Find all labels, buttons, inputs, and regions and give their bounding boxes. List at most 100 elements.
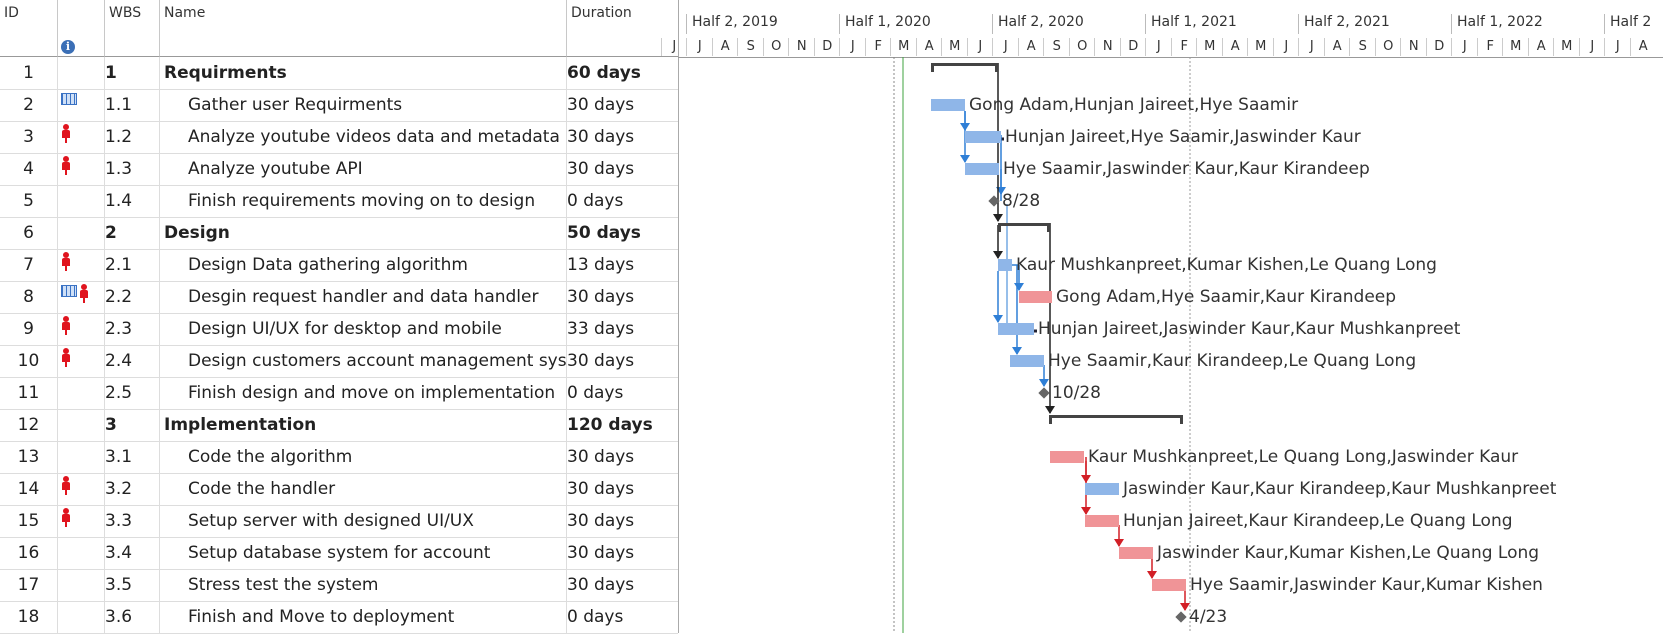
- table-row[interactable]: 3 1.2 Analyze youtube videos data and meta…: [0, 121, 678, 154]
- task-id-cell[interactable]: 1: [0, 57, 58, 89]
- task-duration-cell[interactable]: 30 days: [567, 447, 635, 467]
- task-duration-cell[interactable]: 30 days: [567, 479, 635, 499]
- task-name-cell[interactable]: Finish and Move to deployment: [160, 601, 567, 633]
- task-wbs-cell[interactable]: 2.4: [105, 345, 160, 377]
- summary-bar[interactable]: [998, 223, 1050, 232]
- table-row[interactable]: 16 3.4 Setup database system for account 30…: [0, 537, 678, 570]
- task-name-cell[interactable]: Analyze youtube videos data and metadata: [160, 121, 567, 153]
- task-wbs-cell[interactable]: 3.4: [105, 537, 160, 569]
- task-id-cell[interactable]: 2: [0, 89, 58, 121]
- table-row[interactable]: 14 3.2 Code the handler 30 days: [0, 473, 678, 506]
- task-id-cell[interactable]: 4: [0, 153, 58, 185]
- table-row[interactable]: 8 2.2 Desgin request handler and data hand…: [0, 281, 678, 314]
- task-name-cell[interactable]: Stress test the system: [160, 569, 567, 601]
- task-duration-cell[interactable]: 30 days: [567, 159, 635, 179]
- task-id-cell[interactable]: 7: [0, 249, 58, 281]
- table-row[interactable]: 12 3 Implementation 120 days: [0, 409, 678, 442]
- task-id-cell[interactable]: 18: [0, 601, 58, 633]
- table-row[interactable]: 6 2 Design 50 days: [0, 217, 678, 250]
- task-id-cell[interactable]: 5: [0, 185, 58, 217]
- task-id-cell[interactable]: 11: [0, 377, 58, 409]
- task-name-cell[interactable]: Finish design and move on implementation: [160, 377, 567, 409]
- task-name-cell[interactable]: Design customers account management syst…: [160, 345, 567, 377]
- task-name-cell[interactable]: Setup server with designed UI/UX: [160, 505, 567, 537]
- task-name-cell[interactable]: Design: [160, 217, 567, 249]
- task-duration-cell[interactable]: 30 days: [567, 351, 635, 371]
- task-wbs-cell[interactable]: 1.1: [105, 89, 160, 121]
- task-name-cell[interactable]: Design Data gathering algorithm: [160, 249, 567, 281]
- task-duration-cell[interactable]: 30 days: [567, 127, 635, 147]
- task-wbs-cell[interactable]: 3.2: [105, 473, 160, 505]
- task-wbs-cell[interactable]: 3.5: [105, 569, 160, 601]
- task-duration-cell[interactable]: 0 days: [567, 607, 624, 627]
- table-row[interactable]: 10 2.4 Design customers account management…: [0, 345, 678, 378]
- task-duration-cell[interactable]: 33 days: [567, 319, 635, 339]
- critical-task-bar[interactable]: [1019, 291, 1052, 303]
- table-row[interactable]: 13 3.1 Code the algorithm 30 days: [0, 441, 678, 474]
- task-wbs-cell[interactable]: 1.3: [105, 153, 160, 185]
- task-wbs-cell[interactable]: 3: [105, 409, 160, 441]
- task-name-cell[interactable]: Finish requirements moving on to design: [160, 185, 567, 217]
- task-wbs-cell[interactable]: 2.2: [105, 281, 160, 313]
- table-row[interactable]: 9 2.3 Design UI/UX for desktop and mobile 3…: [0, 313, 678, 346]
- task-wbs-cell[interactable]: 1: [105, 57, 160, 89]
- table-row[interactable]: 1 1 Requirments 60 days: [0, 57, 678, 90]
- task-name-cell[interactable]: Implementation: [160, 409, 567, 441]
- table-row[interactable]: 5 1.4 Finish requirements moving on to des…: [0, 185, 678, 218]
- table-row[interactable]: 2 1.1 Gather user Requirments 30 days: [0, 89, 678, 122]
- task-wbs-cell[interactable]: 2.5: [105, 377, 160, 409]
- critical-task-bar[interactable]: [1152, 579, 1186, 591]
- task-wbs-cell[interactable]: 3.6: [105, 601, 160, 633]
- task-bar[interactable]: [965, 131, 1001, 143]
- task-id-cell[interactable]: 16: [0, 537, 58, 569]
- task-id-cell[interactable]: 3: [0, 121, 58, 153]
- task-name-cell[interactable]: Code the algorithm: [160, 441, 567, 473]
- task-bar[interactable]: [1085, 483, 1119, 495]
- summary-bar[interactable]: [1049, 415, 1183, 424]
- task-bar[interactable]: [931, 99, 965, 111]
- task-wbs-cell[interactable]: 3.3: [105, 505, 160, 537]
- task-name-cell[interactable]: Desgin request handler and data handler: [160, 281, 567, 313]
- column-header-indicators[interactable]: i: [58, 0, 105, 57]
- task-id-cell[interactable]: 8: [0, 281, 58, 313]
- task-duration-cell[interactable]: 120 days: [567, 415, 653, 435]
- task-bar[interactable]: [965, 163, 999, 175]
- task-duration-cell[interactable]: 30 days: [567, 95, 635, 115]
- task-duration-cell[interactable]: 30 days: [567, 575, 635, 595]
- table-row[interactable]: 17 3.5 Stress test the system 30 days: [0, 569, 678, 602]
- task-duration-cell[interactable]: 13 days: [567, 255, 635, 275]
- task-duration-cell[interactable]: 50 days: [567, 223, 641, 243]
- table-row[interactable]: 7 2.1 Design Data gathering algorithm 13 da…: [0, 249, 678, 282]
- task-name-cell[interactable]: Setup database system for account: [160, 537, 567, 569]
- critical-task-bar[interactable]: [1119, 547, 1153, 559]
- task-id-cell[interactable]: 17: [0, 569, 58, 601]
- task-wbs-cell[interactable]: 1.2: [105, 121, 160, 153]
- task-duration-cell[interactable]: 30 days: [567, 543, 635, 563]
- task-duration-cell[interactable]: 0 days: [567, 191, 624, 211]
- column-header-name[interactable]: Name: [160, 0, 567, 57]
- task-id-cell[interactable]: 14: [0, 473, 58, 505]
- column-header-wbs[interactable]: WBS: [105, 0, 160, 57]
- column-header-id[interactable]: ID: [0, 0, 58, 57]
- task-id-cell[interactable]: 9: [0, 313, 58, 345]
- task-wbs-cell[interactable]: 2: [105, 217, 160, 249]
- task-id-cell[interactable]: 10: [0, 345, 58, 377]
- critical-task-bar[interactable]: [1050, 451, 1084, 463]
- task-name-cell[interactable]: Gather user Requirments: [160, 89, 567, 121]
- task-name-cell[interactable]: Requirments: [160, 57, 567, 89]
- task-wbs-cell[interactable]: 2.1: [105, 249, 160, 281]
- task-duration-cell[interactable]: 30 days: [567, 511, 635, 531]
- task-bar[interactable]: [998, 323, 1034, 335]
- table-row[interactable]: 11 2.5 Finish design and move on implement…: [0, 377, 678, 410]
- task-name-cell[interactable]: Code the handler: [160, 473, 567, 505]
- task-name-cell[interactable]: Analyze youtube API: [160, 153, 567, 185]
- critical-task-bar[interactable]: [1085, 515, 1119, 527]
- task-wbs-cell[interactable]: 3.1: [105, 441, 160, 473]
- task-bar[interactable]: [998, 259, 1012, 271]
- task-bar[interactable]: [1010, 355, 1044, 367]
- task-wbs-cell[interactable]: 1.4: [105, 185, 160, 217]
- task-duration-cell[interactable]: 0 days: [567, 383, 624, 403]
- task-name-cell[interactable]: Design UI/UX for desktop and mobile: [160, 313, 567, 345]
- task-duration-cell[interactable]: 30 days: [567, 287, 635, 307]
- task-wbs-cell[interactable]: 2.3: [105, 313, 160, 345]
